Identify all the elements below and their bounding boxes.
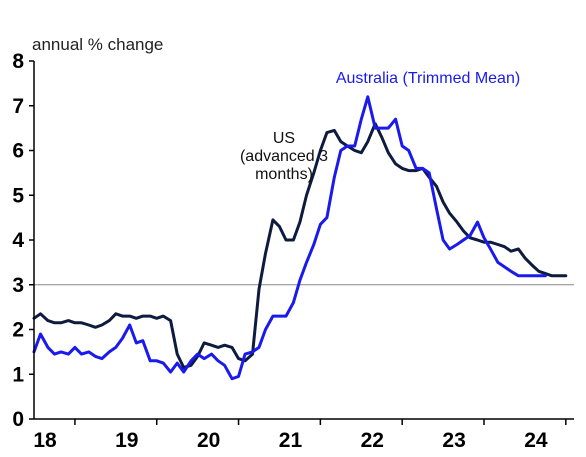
us-series-label: months) [255, 166, 313, 183]
x-tick-label: 18 [33, 429, 57, 452]
x-tick-label: 19 [115, 429, 138, 452]
series-line-australia [32, 95, 547, 381]
australia-series-label: Australia (Trimmed Mean) [336, 70, 520, 87]
x-tick-label: 24 [524, 429, 548, 452]
series-layer [32, 95, 568, 381]
y-axis: 0 1 2 3 4 5 6 7 8 [12, 50, 34, 431]
unit-label: annual % change [32, 35, 163, 54]
y-tick-label: 4 [12, 229, 24, 252]
y-tick-label: 0 [12, 408, 24, 431]
x-tick-label: 20 [197, 429, 220, 452]
x-tick-label: 22 [361, 429, 384, 452]
x-tick-label: 21 [279, 429, 303, 452]
y-tick-label: 3 [12, 274, 24, 297]
y-tick-label: 2 [12, 319, 24, 342]
series-line-us [32, 122, 568, 369]
y-tick-label: 8 [12, 50, 24, 73]
us-series-label: US [273, 130, 295, 147]
us-series-label: (advanced 3 [240, 148, 328, 165]
y-tick-label: 6 [12, 140, 24, 163]
y-tick-label: 7 [12, 95, 24, 118]
y-tick-label: 1 [12, 363, 24, 386]
x-tick-label: 23 [442, 429, 465, 452]
x-axis: 18 19 20 21 22 23 24 [33, 419, 567, 452]
y-tick-label: 5 [12, 184, 24, 207]
